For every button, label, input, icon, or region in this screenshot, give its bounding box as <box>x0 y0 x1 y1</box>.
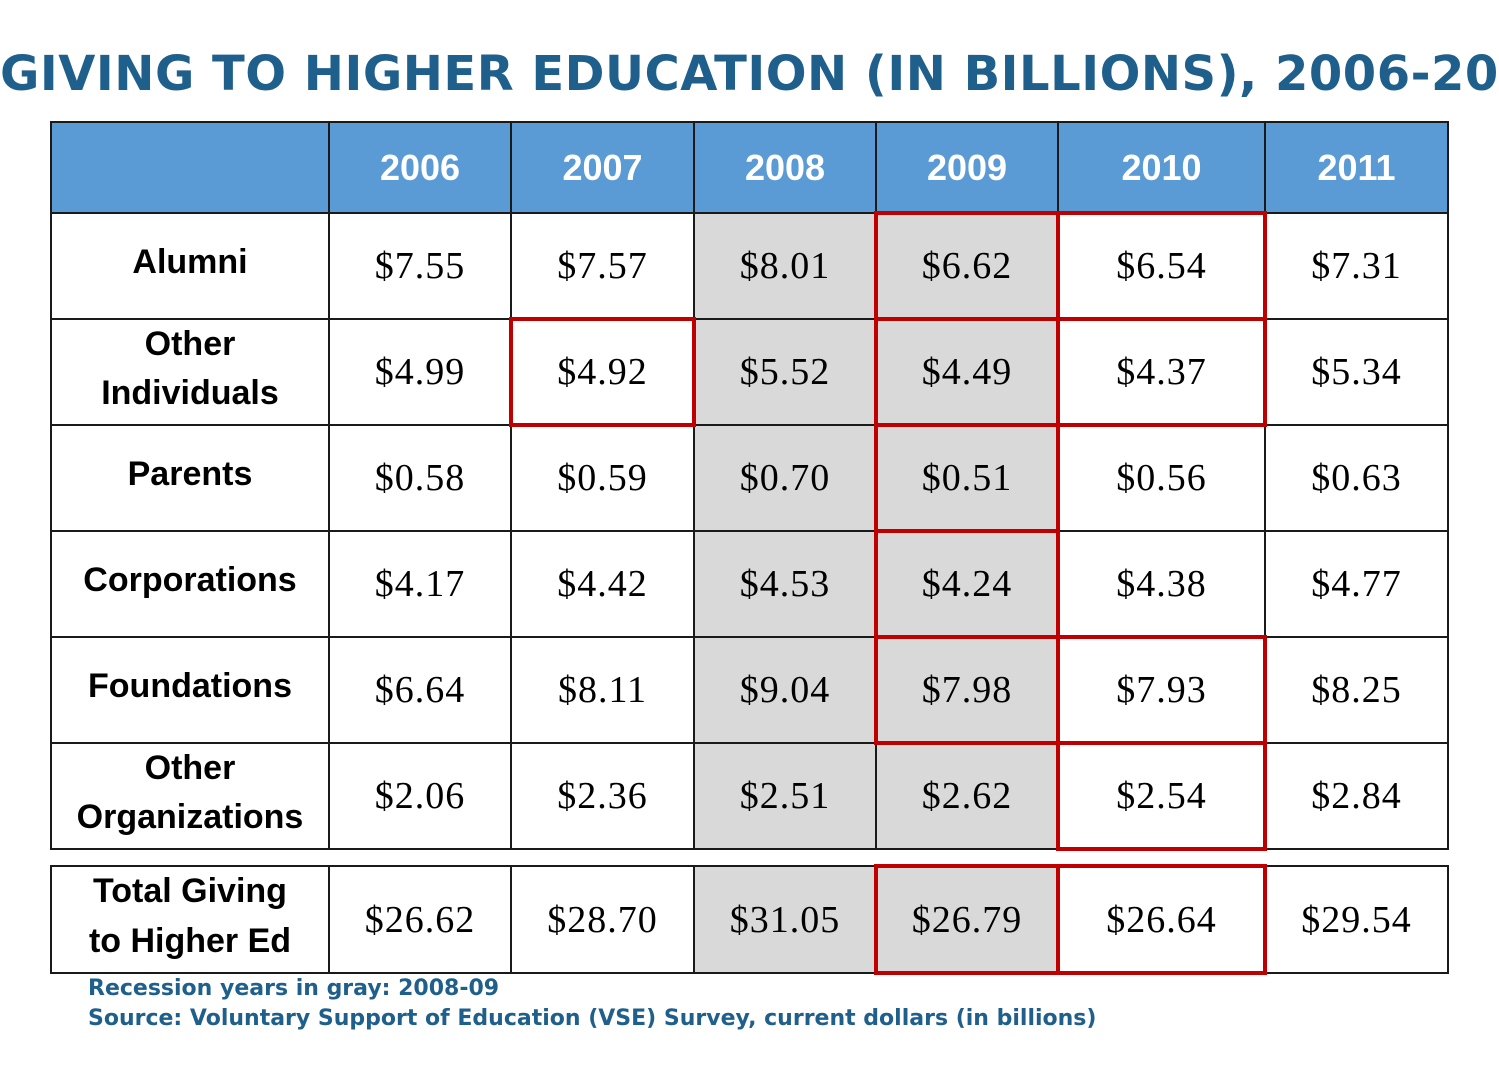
total-cell-2010: $26.64 <box>1057 865 1266 974</box>
value-cell-other-organizations-2008: $2.51 <box>693 742 877 850</box>
value-cell-other-individuals-2006: $4.99 <box>328 318 512 426</box>
total-cell-2011: $29.54 <box>1264 865 1449 974</box>
row-label-line: Corporations <box>83 561 297 600</box>
value-cell-alumni-2006: $7.55 <box>328 212 512 320</box>
value-cell-foundations-2008: $9.04 <box>693 636 877 744</box>
header-corner <box>50 121 330 214</box>
row-label-line: to Higher Ed <box>88 921 292 960</box>
total-cell-2009: $26.79 <box>875 865 1059 974</box>
value-cell-alumni-2009: $6.62 <box>875 212 1059 320</box>
value-cell-corporations-2009: $4.24 <box>875 530 1059 638</box>
value-cell-parents-2011: $0.63 <box>1264 424 1449 532</box>
value-cell-parents-2006: $0.58 <box>328 424 512 532</box>
value-cell-other-individuals-2010: $4.37 <box>1057 318 1266 426</box>
value-cell-corporations-2010: $4.38 <box>1057 530 1266 638</box>
recession-note: Recession years in gray: 2008-09 <box>88 976 500 1001</box>
row-label-line: Organizations <box>76 798 304 836</box>
column-header-2008: 2008 <box>693 121 877 214</box>
value-cell-alumni-2007: $7.57 <box>510 212 695 320</box>
row-label-line: Individuals <box>101 374 279 412</box>
value-cell-parents-2010: $0.56 <box>1057 424 1266 532</box>
total-cell-2008: $31.05 <box>693 865 877 974</box>
value-cell-foundations-2009: $7.98 <box>875 636 1059 744</box>
page-title: GIVING TO HIGHER EDUCATION (IN BILLIONS)… <box>0 46 1499 102</box>
value-cell-corporations-2007: $4.42 <box>510 530 695 638</box>
total-cell-2006: $26.62 <box>328 865 512 974</box>
row-label-parents: Parents <box>50 424 330 532</box>
value-cell-other-organizations-2007: $2.36 <box>510 742 695 850</box>
row-label-line: Foundations <box>88 667 292 706</box>
value-cell-parents-2007: $0.59 <box>510 424 695 532</box>
value-cell-corporations-2011: $4.77 <box>1264 530 1449 638</box>
value-cell-other-organizations-2010: $2.54 <box>1057 742 1266 850</box>
row-label-line: Parents <box>127 455 253 494</box>
column-header-2007: 2007 <box>510 121 695 214</box>
value-cell-foundations-2010: $7.93 <box>1057 636 1266 744</box>
row-label-line: Alumni <box>132 243 248 282</box>
value-cell-other-organizations-2009: $2.62 <box>875 742 1059 850</box>
value-cell-foundations-2011: $8.25 <box>1264 636 1449 744</box>
row-label-other-organizations: Other Organizations <box>50 742 330 850</box>
value-cell-parents-2009: $0.51 <box>875 424 1059 532</box>
row-label-other-individuals: Other Individuals <box>50 318 330 426</box>
value-cell-alumni-2011: $7.31 <box>1264 212 1449 320</box>
value-cell-other-individuals-2008: $5.52 <box>693 318 877 426</box>
footnotes: Recession years in gray: 2008-09 Source:… <box>88 974 1096 1034</box>
value-cell-corporations-2008: $4.53 <box>693 530 877 638</box>
value-cell-parents-2008: $0.70 <box>693 424 877 532</box>
column-header-2009: 2009 <box>875 121 1059 214</box>
value-cell-corporations-2006: $4.17 <box>328 530 512 638</box>
value-cell-foundations-2007: $8.11 <box>510 636 695 744</box>
row-label-line: Other <box>144 324 236 363</box>
value-cell-alumni-2010: $6.54 <box>1057 212 1266 320</box>
value-cell-other-individuals-2009: $4.49 <box>875 318 1059 426</box>
value-cell-other-organizations-2006: $2.06 <box>328 742 512 850</box>
row-label-line: Other <box>144 748 236 787</box>
value-cell-other-organizations-2011: $2.84 <box>1264 742 1449 850</box>
column-header-2011: 2011 <box>1264 121 1449 214</box>
value-cell-foundations-2006: $6.64 <box>328 636 512 744</box>
source-note: Source: Voluntary Support of Education (… <box>88 1006 1097 1031</box>
column-header-2010: 2010 <box>1057 121 1266 214</box>
value-cell-alumni-2008: $8.01 <box>693 212 877 320</box>
row-label-alumni: Alumni <box>50 212 330 320</box>
value-cell-other-individuals-2011: $5.34 <box>1264 318 1449 426</box>
row-label-corporations: Corporations <box>50 530 330 638</box>
value-cell-other-individuals-2007: $4.92 <box>510 318 695 426</box>
row-label-foundations: Foundations <box>50 636 330 744</box>
total-cell-2007: $28.70 <box>510 865 695 974</box>
column-header-2006: 2006 <box>328 121 512 214</box>
row-label-line: Total Giving <box>93 872 287 911</box>
row-label-total-giving-to-higher-ed: Total Giving to Higher Ed <box>50 865 330 974</box>
